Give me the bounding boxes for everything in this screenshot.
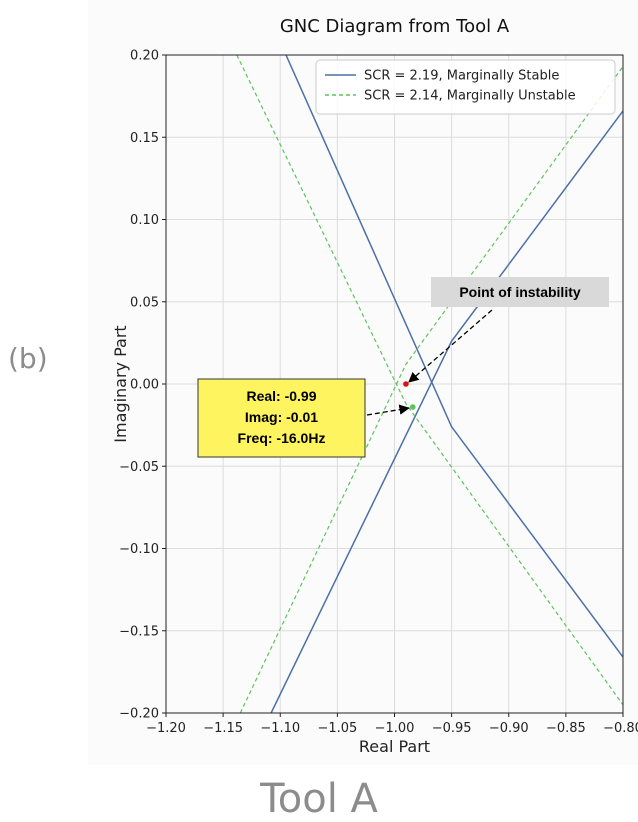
series-line-stable	[270, 110, 623, 713]
instability-label: Point of instability	[459, 284, 581, 300]
legend-entry: SCR = 2.19, Marginally Stable	[364, 69, 559, 84]
legend-box	[315, 59, 616, 115]
y-tick-label: 0.00	[130, 378, 159, 393]
x-tick-label: −0.85	[546, 721, 586, 736]
x-tick-label: −1.05	[317, 721, 357, 736]
y-tick-label: 0.05	[130, 295, 159, 310]
legend: SCR = 2.19, Marginally Stable SCR = 2.14,…	[315, 59, 616, 115]
grid	[165, 54, 624, 714]
unstable-point	[409, 404, 416, 410]
chart-title: GNC Diagram from Tool A	[280, 16, 510, 37]
y-tick-label: −0.20	[119, 707, 159, 722]
series-line-unstable	[236, 55, 623, 706]
y-tick-label: 0.15	[130, 131, 159, 146]
x-tick-label: −1.10	[260, 721, 300, 736]
info-arrow	[366, 404, 410, 416]
x-tick-label: −1.20	[146, 721, 186, 736]
annotations: Point of instability Real: -0.99 Imag: -0.…	[197, 277, 609, 458]
caption: Tool A	[260, 776, 378, 822]
info-box-line: Real: -0.99	[246, 388, 316, 404]
x-tick-label: −0.90	[489, 721, 529, 736]
info-box	[197, 378, 366, 458]
instability-label-box	[431, 277, 609, 307]
legend-entry: SCR = 2.14, Marginally Unstable	[364, 89, 576, 104]
instability-point	[403, 381, 409, 387]
y-axis-title: Imaginary Part	[111, 325, 130, 442]
x-tick-label: −1.15	[203, 721, 243, 736]
markers	[403, 381, 416, 410]
x-axis-title: Real Part	[359, 737, 430, 756]
y-tick-label: −0.05	[119, 460, 159, 475]
info-box-line: Freq: -16.0Hz	[238, 430, 326, 446]
series-line-unstable	[239, 66, 623, 713]
panel-label: (b)	[8, 342, 48, 375]
x-tick-label: −0.95	[432, 721, 472, 736]
series	[236, 55, 623, 713]
x-tick-label: −0.80	[603, 721, 638, 736]
axis-ticks: −1.20 −1.15 −1.10 −1.05 −1.00 −0.95 −0.90 −0.85…	[119, 49, 638, 737]
info-box-line: Imag: -0.01	[245, 409, 318, 425]
plot-frame	[165, 54, 624, 714]
instability-arrow	[408, 309, 493, 383]
x-tick-label: −1.00	[375, 721, 415, 736]
y-tick-label: −0.15	[119, 624, 159, 639]
y-tick-label: 0.10	[130, 213, 159, 228]
series-line-stable	[285, 55, 623, 658]
y-tick-label: −0.10	[119, 542, 159, 557]
y-tick-label: 0.20	[130, 49, 159, 64]
